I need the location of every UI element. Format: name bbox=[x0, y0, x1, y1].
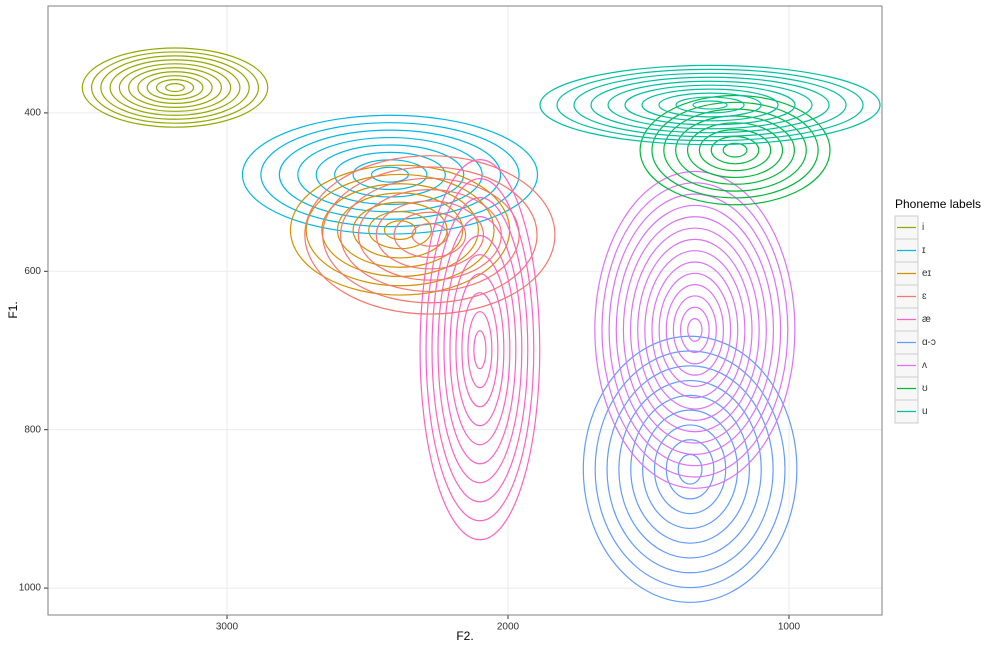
contour-line bbox=[637, 238, 753, 422]
contour-line bbox=[618, 379, 762, 559]
contour-line bbox=[109, 59, 241, 116]
contour-line bbox=[590, 76, 830, 134]
contour-line bbox=[658, 272, 732, 388]
contour-line bbox=[304, 155, 556, 315]
legend-label: ɛ bbox=[922, 291, 927, 302]
contour-line bbox=[419, 159, 541, 541]
contour-line bbox=[443, 235, 517, 465]
contour-line bbox=[594, 170, 796, 489]
contour-line bbox=[630, 394, 751, 544]
legend-label: u bbox=[922, 406, 928, 417]
contour-line bbox=[651, 261, 739, 399]
legend-label: i bbox=[922, 222, 924, 233]
contour-line bbox=[437, 216, 523, 484]
contour-line bbox=[622, 216, 767, 444]
contour-line bbox=[698, 129, 772, 172]
contour-line bbox=[393, 211, 467, 259]
x-tick-label: 2000 bbox=[497, 622, 520, 633]
x-tick-label: 3000 bbox=[216, 622, 239, 633]
contour-line bbox=[539, 64, 881, 146]
contour-line bbox=[686, 122, 784, 179]
contour-line bbox=[449, 254, 511, 446]
y-axis-label: F1. bbox=[6, 301, 20, 318]
contour-line bbox=[722, 142, 748, 158]
contour-line bbox=[582, 335, 798, 603]
contour-line bbox=[322, 166, 538, 304]
contour-line bbox=[155, 79, 195, 97]
contour-line bbox=[687, 317, 703, 342]
contour-line bbox=[473, 330, 487, 370]
legend-label: æ bbox=[922, 314, 931, 325]
contour-line bbox=[431, 197, 529, 503]
contour-line bbox=[663, 108, 807, 192]
contour-line bbox=[556, 68, 864, 142]
contour-line bbox=[607, 80, 813, 130]
contour-line bbox=[692, 100, 728, 110]
contour-line bbox=[260, 122, 520, 228]
contour-line bbox=[305, 173, 495, 287]
contour-line bbox=[624, 84, 796, 126]
contour-line bbox=[375, 200, 485, 270]
panel-border bbox=[47, 5, 883, 616]
contour-line bbox=[278, 129, 502, 220]
contour-line bbox=[128, 67, 222, 108]
legend-label: ɑ-ɔ bbox=[922, 337, 936, 348]
legend-title: Phoneme labels bbox=[895, 197, 981, 211]
legend-label: eɪ bbox=[922, 268, 932, 279]
contour-line bbox=[642, 409, 739, 530]
contour-line bbox=[383, 220, 417, 240]
contour-line bbox=[651, 101, 819, 199]
contour-line bbox=[315, 144, 465, 205]
legend-label: ʊ bbox=[922, 383, 928, 394]
contour-line bbox=[641, 88, 779, 122]
legend-label: ɪ bbox=[922, 245, 926, 256]
contour-line bbox=[461, 292, 499, 408]
contour-line bbox=[455, 273, 505, 427]
contour-line bbox=[241, 114, 539, 235]
y-tick-label: 1000 bbox=[19, 583, 42, 594]
contour-line bbox=[639, 94, 831, 206]
contour-line bbox=[672, 295, 717, 365]
y-tick-label: 800 bbox=[24, 424, 41, 435]
contour-line bbox=[601, 182, 789, 478]
contours bbox=[81, 47, 881, 603]
grid bbox=[48, 6, 882, 615]
contour-line bbox=[675, 96, 745, 114]
contour-line bbox=[608, 193, 782, 467]
contour-line bbox=[118, 63, 232, 112]
contour-line bbox=[368, 210, 433, 250]
y-tick-label: 600 bbox=[24, 266, 41, 277]
contour-line bbox=[352, 201, 448, 259]
contour-line bbox=[665, 284, 725, 376]
contour-line bbox=[573, 72, 847, 138]
legend-label: ʌ bbox=[922, 360, 927, 371]
contour-line bbox=[467, 311, 493, 389]
contour-line bbox=[658, 92, 762, 118]
contour-line bbox=[81, 47, 269, 128]
contour-line bbox=[629, 227, 760, 433]
contour-line bbox=[606, 365, 774, 574]
contour-line bbox=[100, 55, 250, 120]
contour-line bbox=[165, 83, 185, 93]
contour-line bbox=[339, 177, 520, 293]
y-tick-label: 400 bbox=[24, 108, 41, 119]
contour-line bbox=[615, 204, 775, 455]
contour-line bbox=[425, 178, 535, 522]
x-axis-label: F2. bbox=[456, 629, 473, 643]
contour-line bbox=[137, 71, 213, 105]
contour-line bbox=[90, 51, 260, 124]
contour-line bbox=[146, 75, 204, 101]
x-tick-label: 1000 bbox=[778, 622, 801, 633]
contour-line bbox=[679, 306, 710, 354]
contour-line bbox=[644, 250, 746, 410]
